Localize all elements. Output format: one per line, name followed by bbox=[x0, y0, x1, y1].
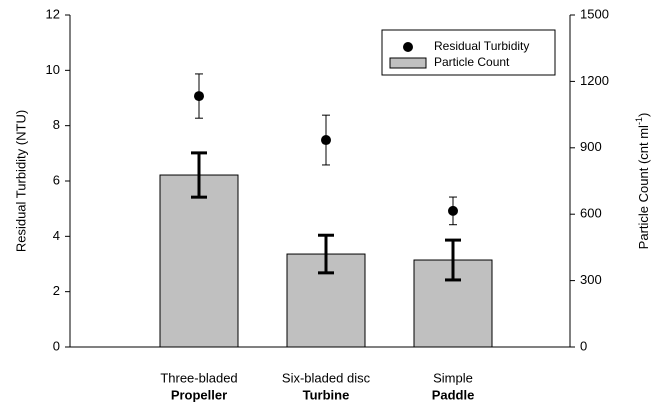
legend-marker bbox=[389, 57, 427, 69]
y2-label-text: Particle Count (cnt ml bbox=[636, 125, 651, 249]
y2-tick-label: 600 bbox=[580, 206, 602, 221]
y2-tick-label: 1500 bbox=[580, 6, 609, 21]
point bbox=[448, 205, 458, 216]
y-tick-label: 6 bbox=[53, 172, 60, 187]
error-bar bbox=[191, 151, 207, 199]
y-tick-label: 8 bbox=[53, 117, 60, 132]
x-tick-label-bold: Turbine bbox=[303, 387, 350, 402]
bar bbox=[159, 174, 239, 348]
x-tick-label: Six-bladed disc bbox=[282, 370, 371, 385]
y2-tick-label: 1200 bbox=[580, 73, 609, 88]
y2-label-sup: -1 bbox=[634, 117, 644, 125]
y-tick-label: 12 bbox=[46, 6, 60, 21]
y-tick-label: 2 bbox=[53, 283, 60, 298]
y-tick-label: 10 bbox=[46, 62, 60, 77]
y2-label-end: ) bbox=[636, 113, 651, 117]
error-bar bbox=[318, 233, 334, 275]
error-bar bbox=[445, 238, 461, 282]
y-tick-label: 4 bbox=[53, 228, 60, 243]
y-tick-label: 0 bbox=[53, 338, 60, 353]
point bbox=[194, 91, 204, 102]
legend-label: Particle Count bbox=[434, 55, 510, 69]
legend-marker bbox=[403, 42, 413, 52]
y2-tick-label: 300 bbox=[580, 272, 602, 287]
y-axis-label: Residual Turbidity (NTU) bbox=[13, 110, 28, 252]
x-tick-label-bold: Propeller bbox=[171, 387, 227, 402]
x-tick-label-bold: Paddle bbox=[432, 387, 475, 402]
legend-label: Residual Turbidity bbox=[434, 39, 529, 53]
point bbox=[321, 135, 331, 146]
y2-tick-label: 0 bbox=[580, 338, 587, 353]
y2-tick-label: 900 bbox=[580, 139, 602, 154]
x-tick-label: Three-bladed bbox=[160, 370, 237, 385]
y2-axis-label: Particle Count (cnt ml-1) bbox=[634, 113, 651, 250]
x-tick-label: Simple bbox=[433, 370, 473, 385]
